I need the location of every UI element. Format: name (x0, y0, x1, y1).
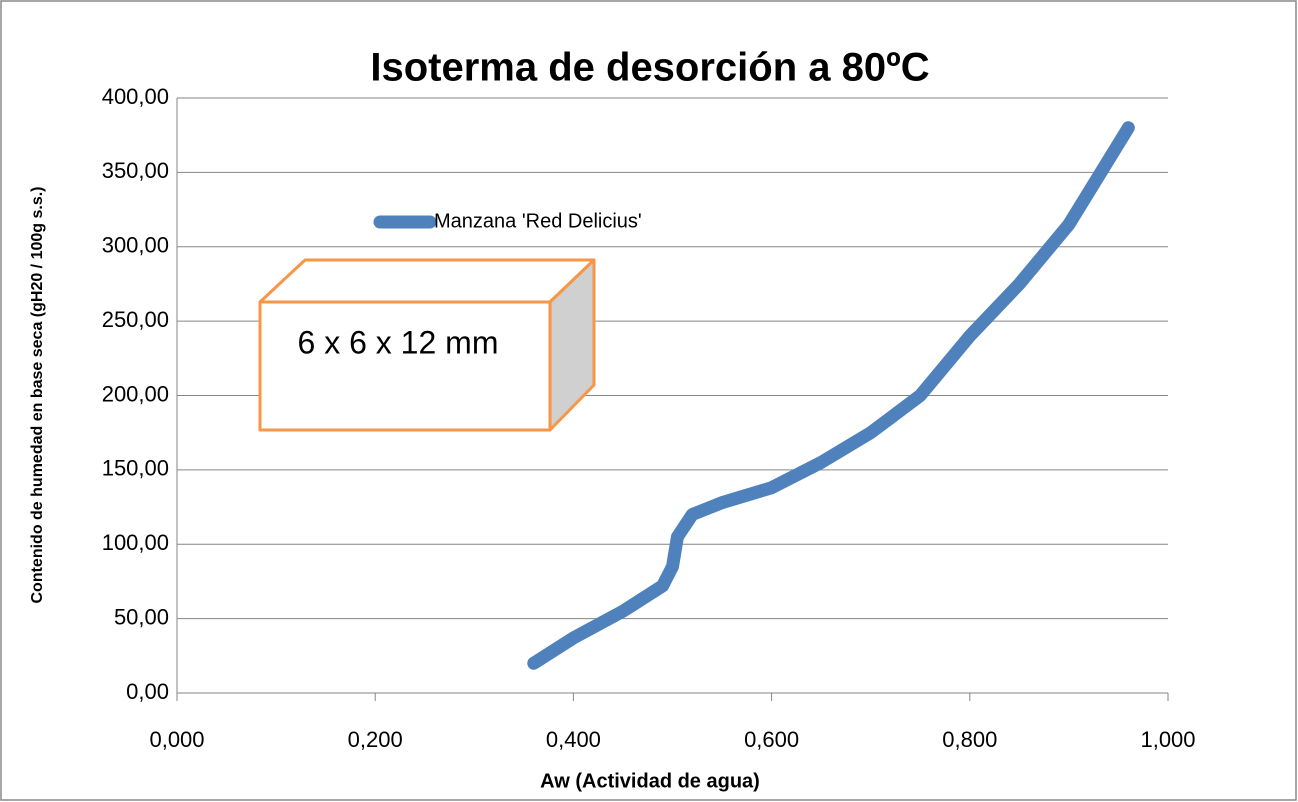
y-tick-label: 400,00 (102, 84, 169, 109)
y-tick-label: 200,00 (102, 381, 169, 406)
y-tick-label: 250,00 (102, 307, 169, 332)
x-tick-label: 0,000 (149, 727, 204, 752)
x-axis-label: Aw (Actividad de agua) (540, 770, 760, 792)
y-tick-label: 50,00 (114, 604, 169, 629)
annotation-text: 6 x 6 x 12 mm (298, 324, 499, 360)
data-line (527, 121, 1135, 670)
x-tick-label: 0,200 (348, 727, 403, 752)
x-tick-label: 0,400 (546, 727, 601, 752)
x-tick-label: 1,000 (1140, 727, 1195, 752)
y-tick-label: 150,00 (102, 456, 169, 481)
y-tick-label: 100,00 (102, 530, 169, 555)
y-tick-label: 300,00 (102, 233, 169, 258)
x-tick-label: 0,600 (744, 727, 799, 752)
y-axis-label: Contenido de humedad en base seca (gH20 … (29, 186, 46, 603)
y-tick-label: 0,00 (126, 679, 169, 704)
chart-title: Isoterma de desorción a 80ºC (370, 46, 929, 90)
annotation-box (258, 258, 596, 432)
legend-label: Manzana 'Red Delicius' (434, 210, 642, 232)
y-tick-label: 350,00 (102, 158, 169, 183)
x-tick-label: 0,800 (942, 727, 997, 752)
